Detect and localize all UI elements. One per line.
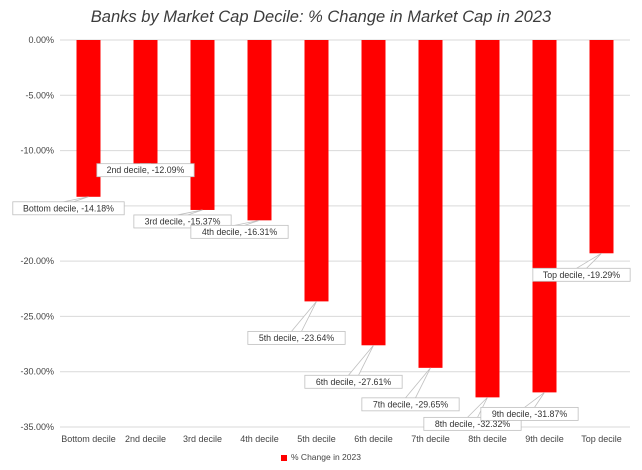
data-label: 6th decile, -27.61% — [304, 345, 403, 389]
data-label: Top decile, -19.29% — [532, 252, 631, 282]
data-label-text: Bottom decile, -14.18% — [23, 203, 114, 213]
data-label-pointer — [523, 392, 545, 408]
data-label-box — [133, 214, 232, 229]
bar — [304, 40, 329, 302]
x-tick-label: Bottom decile — [61, 434, 116, 444]
data-label-text: 7th decile, -29.65% — [373, 399, 448, 409]
data-label-text: Top decile, -19.29% — [543, 270, 620, 280]
data-label-box — [96, 163, 195, 178]
x-tick-label: 3rd decile — [183, 434, 222, 444]
bar — [532, 40, 557, 393]
data-label: 4th decile, -16.31% — [190, 219, 289, 239]
y-tick-label: -35.00% — [20, 422, 54, 432]
bar — [133, 40, 158, 174]
legend-label: % Change in 2023 — [291, 452, 361, 462]
data-label-text: 3rd decile, -15.37% — [145, 216, 221, 226]
y-tick-label: -25.00% — [20, 311, 54, 321]
data-label-pointer — [347, 345, 374, 376]
bar — [361, 40, 386, 346]
data-label: 5th decile, -23.64% — [247, 301, 346, 345]
data-label-pointer — [404, 367, 431, 399]
data-label-box — [361, 397, 460, 412]
x-tick-label: 9th decile — [525, 434, 564, 444]
y-tick-label: -30.00% — [20, 367, 54, 377]
data-label-text: 4th decile, -16.31% — [202, 227, 277, 237]
data-label: 9th decile, -31.87% — [480, 392, 579, 421]
data-label: Bottom decile, -14.18% — [12, 196, 125, 216]
data-label-text: 2nd decile, -12.09% — [107, 165, 185, 175]
y-tick-label: -20.00% — [20, 256, 54, 266]
data-label-box — [532, 267, 631, 282]
data-label-text: 6th decile, -27.61% — [316, 377, 391, 387]
data-label-box — [247, 330, 346, 345]
chart-title: Banks by Market Cap Decile: % Change in … — [90, 8, 552, 26]
data-label-box — [190, 224, 289, 239]
data-label-box — [12, 201, 125, 216]
x-tick-label: 6th decile — [354, 434, 393, 444]
data-label: 3rd decile, -15.37% — [133, 209, 232, 229]
data-label: 2nd decile, -12.09% — [96, 163, 195, 178]
legend: % Change in 2023 — [0, 452, 642, 462]
data-label-pointer — [177, 209, 203, 216]
x-tick-label: Top decile — [581, 434, 622, 444]
data-label: 7th decile, -29.65% — [361, 367, 460, 412]
bar — [475, 40, 500, 398]
data-label-pointer — [234, 219, 260, 226]
legend-swatch — [281, 454, 288, 461]
x-tick-label: 2nd decile — [125, 434, 166, 444]
y-tick-label: -10.00% — [20, 146, 54, 156]
y-tick-label: -5.00% — [25, 90, 54, 100]
data-label-text: 5th decile, -23.64% — [259, 333, 334, 343]
y-tick-label: 0.00% — [28, 35, 54, 45]
x-tick-label: 4th decile — [240, 434, 279, 444]
data-label-text: 8th decile, -32.32% — [435, 419, 510, 429]
data-label-pointer — [63, 196, 89, 203]
x-tick-label: 7th decile — [411, 434, 450, 444]
data-label-box — [304, 374, 403, 389]
bar — [190, 40, 215, 210]
data-label-box — [480, 406, 579, 421]
x-tick-label: 8th decile — [468, 434, 507, 444]
bar — [589, 40, 614, 254]
data-label-text: 9th decile, -31.87% — [492, 409, 567, 419]
x-tick-label: 5th decile — [297, 434, 336, 444]
bar — [247, 40, 272, 221]
bar — [418, 40, 443, 368]
